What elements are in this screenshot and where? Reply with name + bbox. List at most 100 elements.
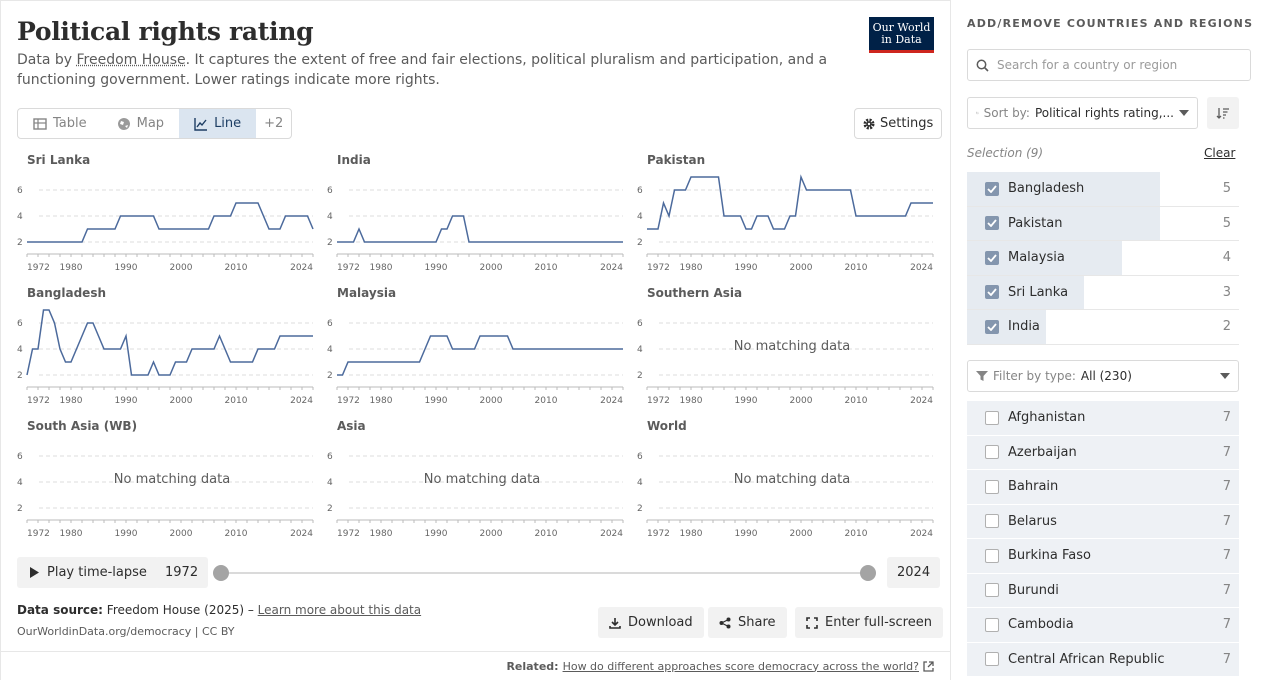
check-icon (987, 219, 997, 228)
x-tick-label: 1990 (115, 396, 138, 406)
available-entity-row[interactable]: Cambodia 7 (967, 608, 1239, 643)
selected-entity-row[interactable]: India 2 (967, 310, 1239, 345)
tab-table[interactable]: Table (18, 109, 102, 138)
available-entity-row[interactable]: Azerbaijan 7 (967, 436, 1239, 470)
download-button[interactable]: Download (598, 607, 704, 638)
related-link[interactable]: How do different approaches score democr… (562, 659, 919, 673)
checkbox-unchecked[interactable] (985, 445, 999, 460)
x-tick-label: 1990 (115, 529, 138, 539)
available-entity-row[interactable]: Bahrain 7 (967, 470, 1239, 505)
y-tick-label: 6 (327, 186, 333, 196)
download-label: Download (628, 615, 693, 630)
timeline-start-handle[interactable] (213, 565, 229, 581)
entity-name: Burundi (1008, 582, 1059, 598)
x-tick-label: 2024 (600, 263, 623, 273)
y-tick-label: 2 (17, 371, 23, 381)
sort-arrows-icon (976, 111, 979, 115)
tab-more[interactable]: +2 (264, 116, 284, 131)
chart-subtitle: Data by Freedom House. It captures the e… (17, 50, 867, 90)
tab-line-label: Line (214, 116, 242, 131)
checkbox-unchecked[interactable] (985, 548, 999, 563)
x-tick-label: 1980 (370, 263, 393, 273)
chart-frame (0, 0, 951, 680)
share-button[interactable]: Share (708, 607, 787, 638)
timeline-end-handle[interactable] (860, 565, 876, 581)
panel-plot: 2 4 6 1972 1980 1990 2000 2010 2024 (637, 319, 934, 406)
checkbox-unchecked[interactable] (985, 583, 999, 598)
sidebar-heading: ADD/REMOVE COUNTRIES AND REGIONS (967, 17, 1254, 30)
source-link[interactable]: Freedom House (76, 52, 186, 68)
type-filter-dropdown[interactable]: Filter by type: All (230) (967, 360, 1239, 392)
owid-logo[interactable]: Our World in Data (869, 17, 934, 53)
settings-button[interactable]: Settings (854, 108, 943, 139)
available-entity-row[interactable]: Central African Republic 7 (967, 643, 1239, 677)
series-line[interactable] (337, 335, 623, 376)
x-tick-label: 2010 (845, 529, 868, 539)
checkbox-unchecked[interactable] (985, 410, 999, 425)
tab-map[interactable]: Map (102, 109, 179, 138)
checkbox-checked[interactable] (985, 250, 999, 265)
check-icon (987, 185, 997, 193)
search-input[interactable]: Search for a country or region (967, 49, 1251, 81)
series-line[interactable] (337, 215, 623, 243)
selected-entity-row[interactable]: Malaysia 4 (967, 241, 1239, 276)
panel-plot: 2 4 6 1972 1980 1990 2000 2010 2024 (637, 452, 934, 539)
no-data-message: No matching data (733, 472, 851, 487)
series-line[interactable] (26, 309, 313, 376)
series-line[interactable] (647, 174, 933, 230)
sort-value: Political rights rating,... (1034, 106, 1174, 120)
checkbox-checked[interactable] (985, 319, 999, 334)
x-tick-label: 1990 (425, 263, 448, 273)
x-tick-label: 2024 (910, 396, 933, 406)
fullscreen-button[interactable]: Enter full-screen (795, 607, 943, 638)
available-entity-row[interactable]: Burundi 7 (967, 574, 1239, 608)
sort-dropdown[interactable]: Sort by: Political rights rating,... (967, 97, 1198, 129)
entity-value: 7 (1222, 651, 1231, 667)
sort-order-button[interactable] (1207, 97, 1239, 129)
clear-button[interactable]: Clear (1204, 146, 1236, 160)
related-bar: Related: How do different approaches sco… (0, 651, 951, 680)
y-tick-label: 6 (637, 186, 643, 196)
checkbox-checked[interactable] (985, 181, 999, 196)
related-label: Related: (506, 659, 559, 673)
entity-value: 7 (1222, 479, 1231, 495)
no-data-message: No matching data (733, 339, 851, 354)
filter-icon (976, 371, 988, 381)
x-tick-label: 2010 (845, 396, 868, 406)
checkbox-unchecked[interactable] (985, 514, 999, 529)
x-tick-label: 2010 (845, 263, 868, 273)
checkbox-unchecked[interactable] (985, 617, 999, 632)
selected-entity-row[interactable]: Sri Lanka 3 (967, 275, 1239, 310)
available-entity-row[interactable]: Burkina Faso 7 (967, 539, 1239, 574)
panel-title: Bangladesh (27, 286, 107, 300)
checkbox-checked[interactable] (985, 285, 999, 300)
play-timelapse-button[interactable]: Play time-lapse (17, 557, 159, 588)
x-tick-label: 1980 (60, 396, 83, 406)
tab-line[interactable]: Line (179, 109, 257, 138)
checkbox-unchecked[interactable] (985, 652, 999, 667)
selected-entity-row[interactable]: Pakistan 5 (967, 206, 1239, 241)
source-url[interactable]: OurWorldinData.org/democracy | CC BY (17, 625, 235, 638)
y-tick-label: 2 (637, 238, 643, 248)
logo-line2: in Data (881, 33, 922, 46)
learn-more-link[interactable]: Learn more about this data (257, 603, 422, 617)
check-icon (987, 254, 997, 262)
x-tick-label: 1980 (370, 396, 393, 406)
available-entity-row[interactable]: Belarus 7 (967, 505, 1239, 539)
value-bar (967, 172, 1161, 206)
timeline-track[interactable] (221, 572, 868, 574)
checkbox-checked[interactable] (985, 216, 999, 231)
chevron-down-icon (1220, 373, 1230, 379)
globe-icon (117, 117, 130, 130)
x-tick-label: 1990 (425, 396, 448, 406)
series-line[interactable] (27, 202, 314, 243)
selection-count: Selection (9) (967, 146, 1044, 160)
available-entity-row[interactable]: Afghanistan 7 (967, 401, 1239, 436)
selected-entity-row[interactable]: Bangladesh 5 (967, 172, 1239, 207)
entity-name: Malaysia (1008, 250, 1065, 266)
y-tick-label: 6 (327, 452, 333, 462)
x-tick-label: 1980 (370, 529, 393, 539)
x-tick-label: 2000 (170, 529, 193, 539)
checkbox-unchecked[interactable] (985, 479, 999, 494)
panel-plot: 2 4 6 1972 1980 1990 2000 2010 2024 (17, 309, 314, 406)
